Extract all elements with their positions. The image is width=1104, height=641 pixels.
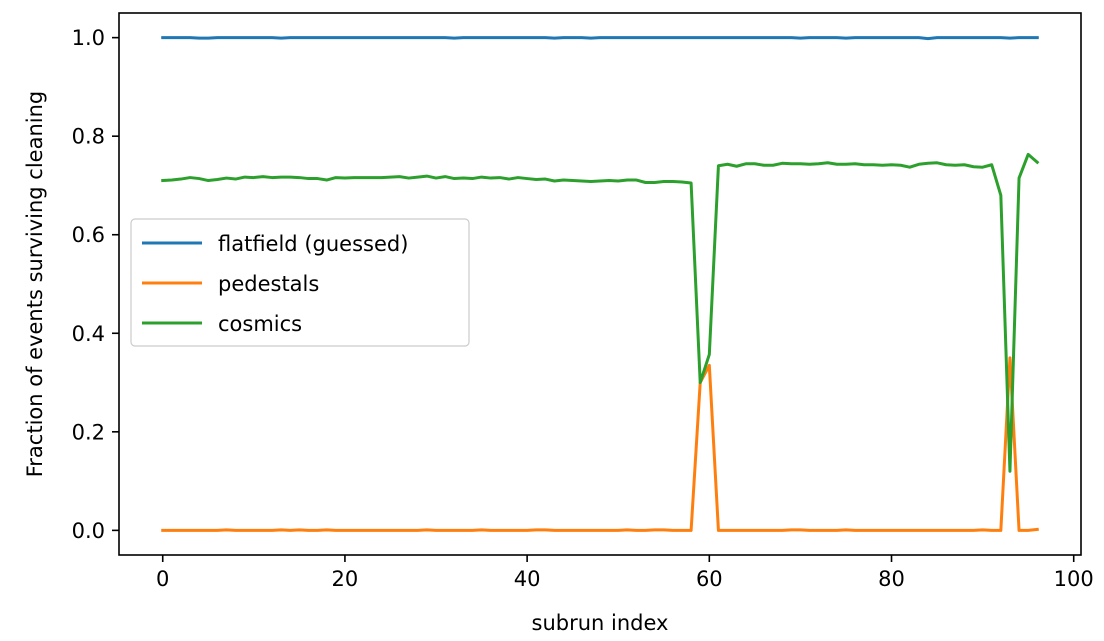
legend: flatfield (guessed) pedestals cosmics <box>130 218 470 347</box>
legend-box <box>130 218 470 347</box>
x-tick-label: 100 <box>1054 567 1094 591</box>
series-cosmics-line <box>161 152 1040 473</box>
y-tick-label: 0.0 <box>72 519 105 543</box>
y-axis: 0.0 0.2 0.4 0.6 0.8 1.0 <box>72 26 119 543</box>
x-axis-label: subrun index <box>532 611 669 635</box>
series-line-2 <box>161 152 1040 473</box>
legend-label-1: pedestals <box>218 272 319 296</box>
series-line-1 <box>161 356 1039 532</box>
series-pedestals-line <box>161 356 1039 532</box>
legend-label-2: cosmics <box>218 312 302 336</box>
y-tick-label: 0.8 <box>72 125 105 149</box>
x-tick-label: 60 <box>696 567 723 591</box>
y-tick-label: 0.6 <box>72 223 105 247</box>
x-tick-label: 0 <box>156 567 169 591</box>
y-tick-label: 0.2 <box>72 420 105 444</box>
y-tick-label: 0.4 <box>72 322 105 346</box>
plot-area-frame <box>118 12 1082 556</box>
y-tick-label: 1.0 <box>72 26 105 50</box>
plot-lines <box>161 36 1040 532</box>
legend-label-0: flatfield (guessed) <box>218 232 408 256</box>
x-axis: 0 20 40 60 80 100 <box>156 555 1094 591</box>
x-tick-label: 20 <box>332 567 359 591</box>
x-tick-label: 80 <box>878 567 905 591</box>
series-line-0 <box>161 36 1039 41</box>
x-tick-label: 40 <box>514 567 541 591</box>
y-axis-label: Fraction of events surviving cleaning <box>23 91 47 478</box>
series-flatfield-line <box>161 36 1039 41</box>
